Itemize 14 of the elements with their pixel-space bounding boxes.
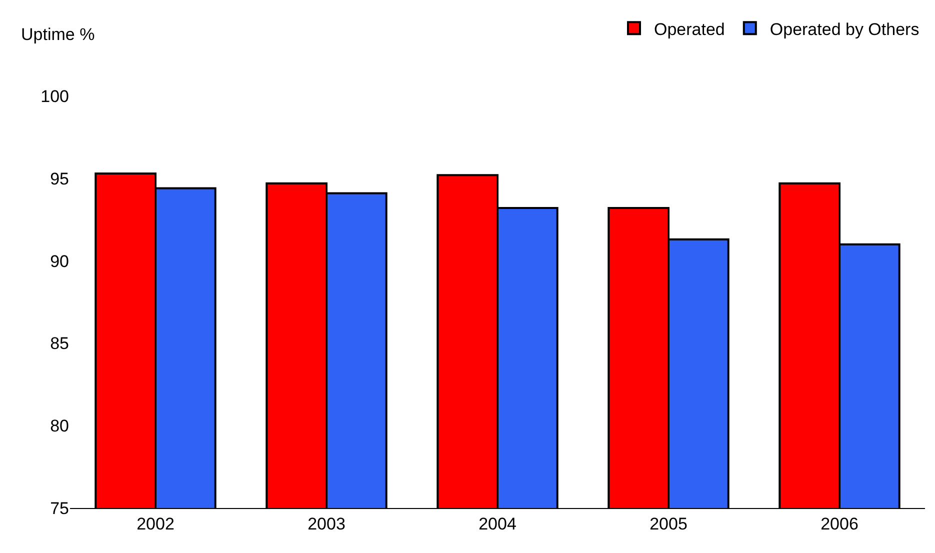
x-tick-label: 2003 — [308, 514, 346, 534]
y-tick-label: 85 — [50, 334, 69, 354]
y-tick-label: 100 — [40, 86, 69, 106]
y-axis-title: Uptime % — [21, 25, 95, 44]
y-tick-label: 75 — [50, 498, 69, 518]
y-tick-label: 95 — [50, 169, 69, 188]
y-tick-label: 90 — [50, 252, 69, 271]
legend-label: Operated — [654, 20, 725, 39]
x-tick-label: 2004 — [478, 514, 516, 534]
x-tick-label: 2006 — [820, 514, 858, 534]
x-tick-label: 2005 — [650, 514, 688, 534]
x-tick-label: 2002 — [136, 514, 174, 534]
y-tick-label: 80 — [50, 416, 69, 436]
legend-label: Operated by Others — [770, 20, 920, 39]
